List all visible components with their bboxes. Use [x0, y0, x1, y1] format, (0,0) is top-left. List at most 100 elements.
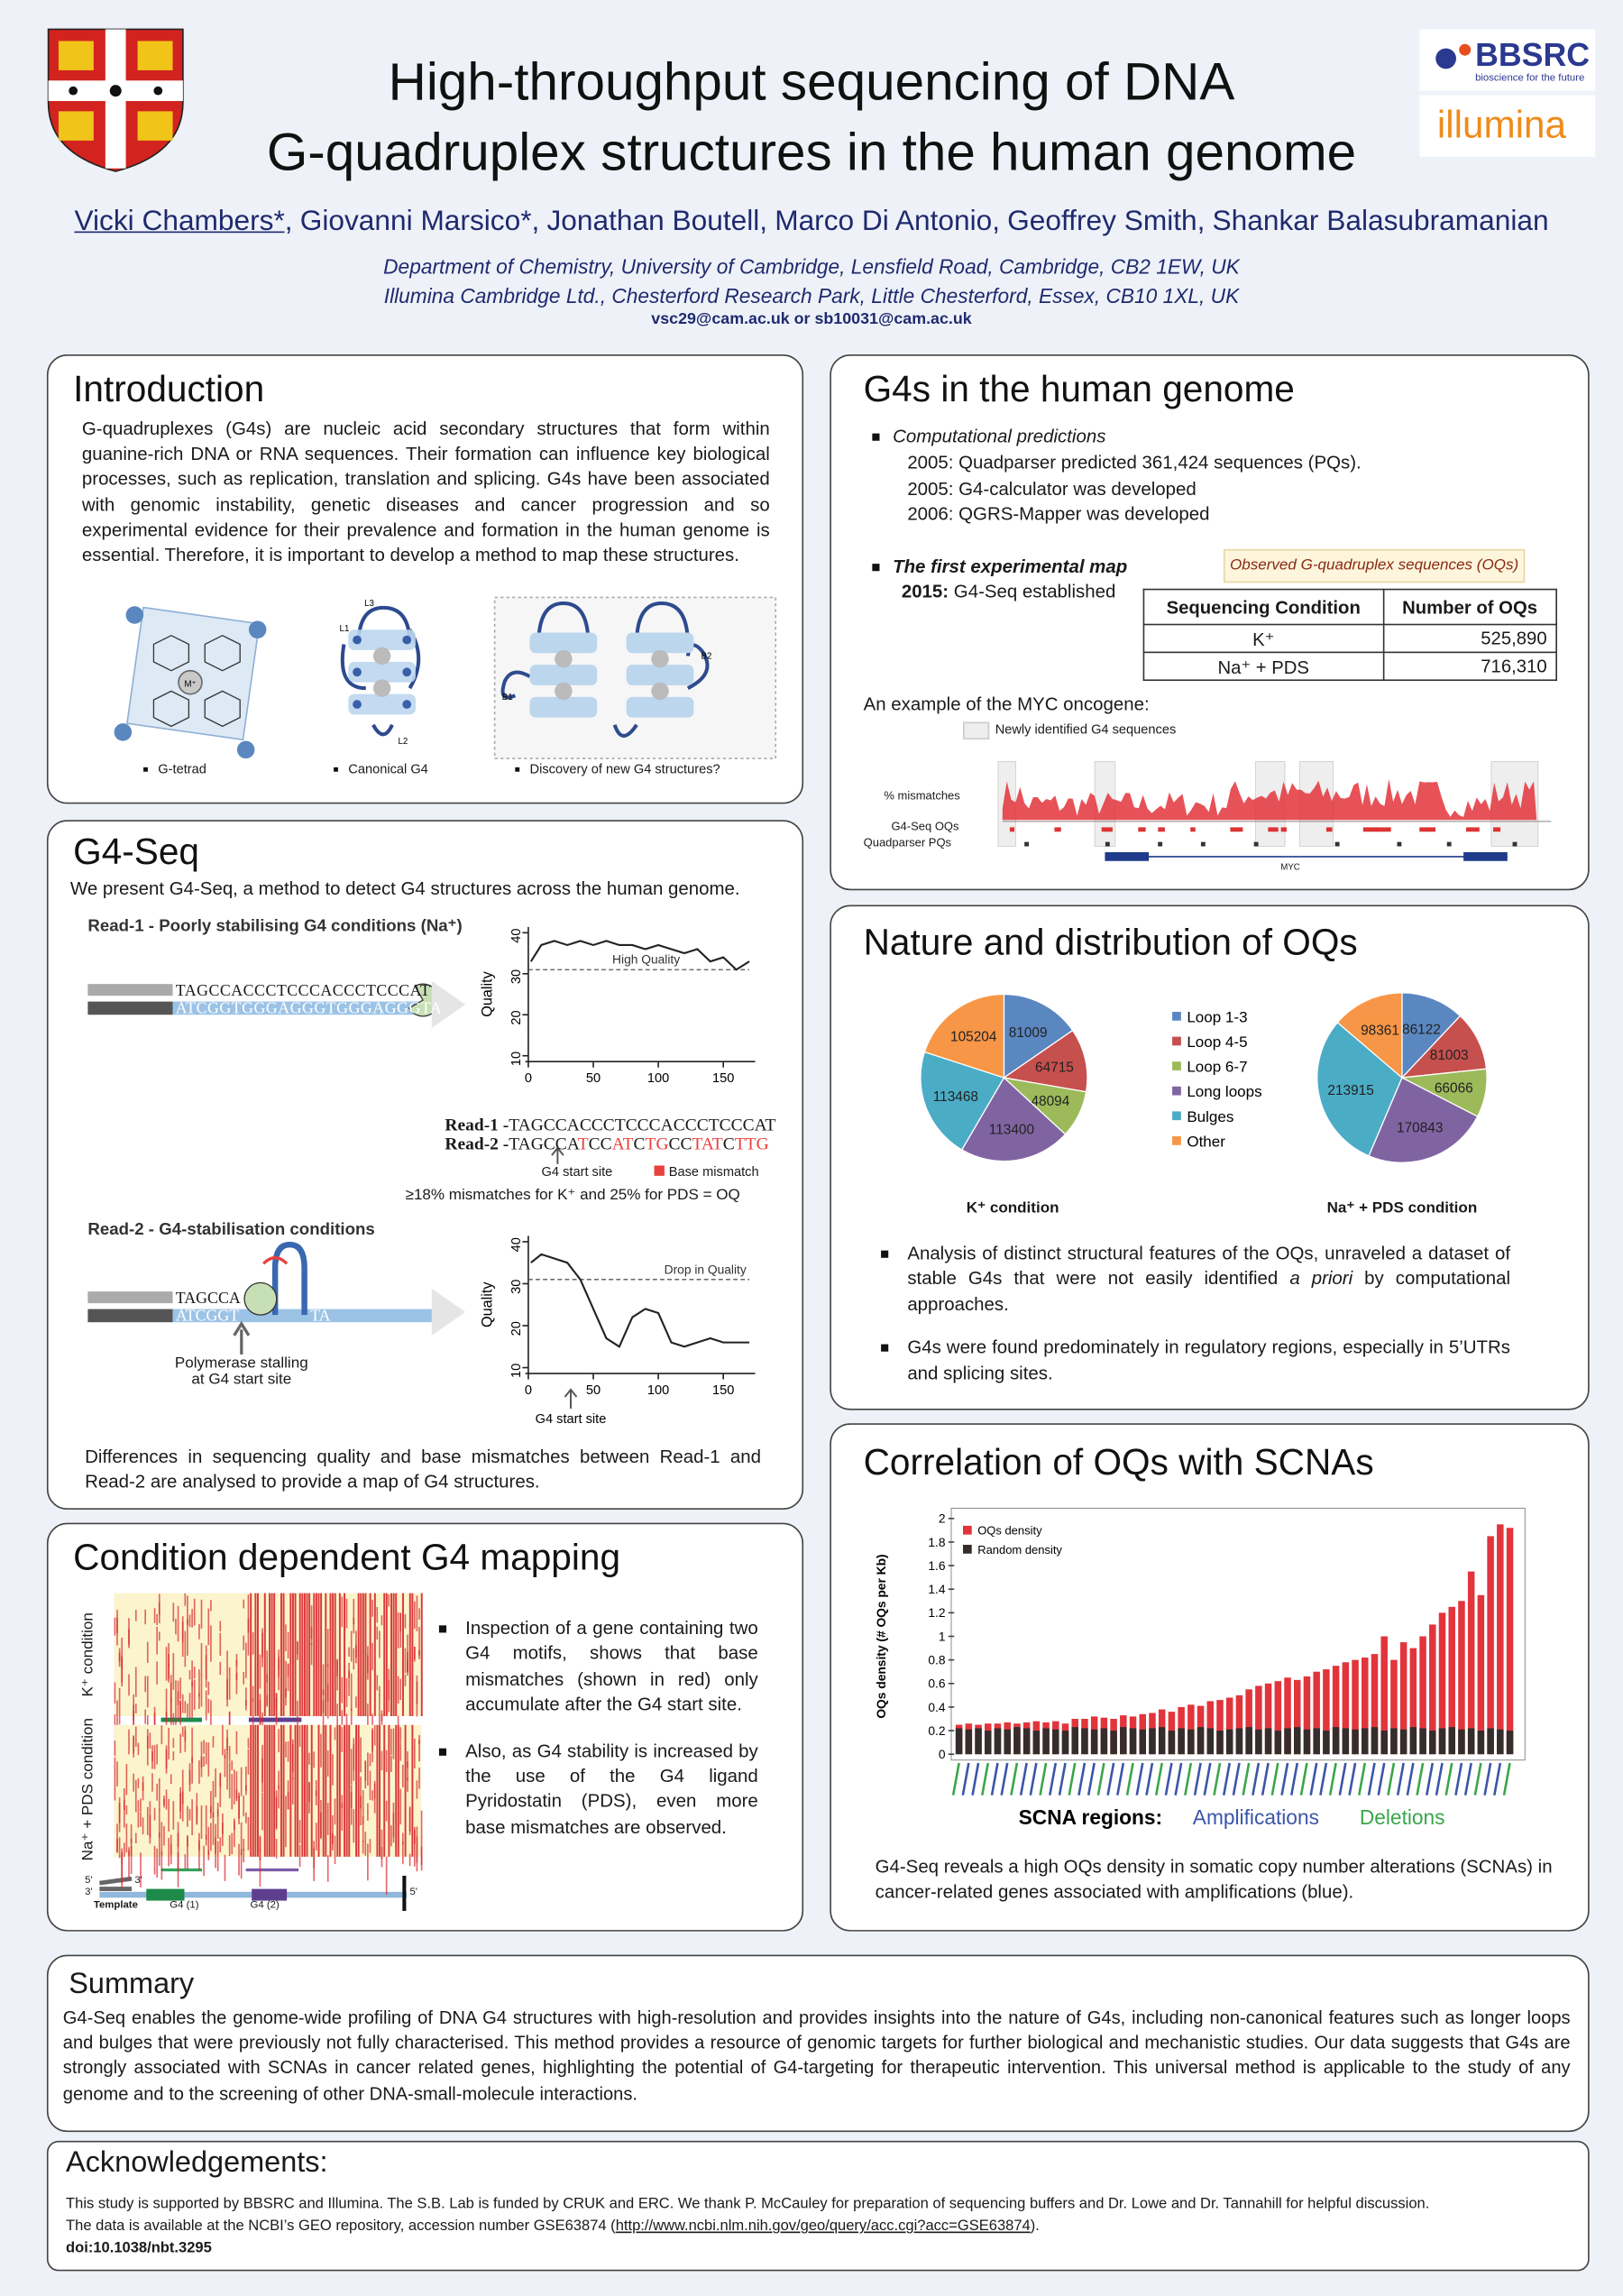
- table-cell: Number of OQs: [1382, 588, 1557, 626]
- region-label-stub: [1252, 1762, 1261, 1795]
- bar: [1342, 1728, 1350, 1755]
- mismatch-dot: [224, 1749, 226, 1759]
- mismatch-dot: [149, 1732, 151, 1750]
- bar: [1438, 1728, 1446, 1755]
- mismatch-dot: [261, 1744, 263, 1783]
- mismatch-dot: [160, 1851, 163, 1880]
- affiliations: Department of Chemistry, University of C…: [0, 252, 1623, 310]
- affiliation: Illumina Cambridge Ltd., Chesterford Res…: [383, 284, 1240, 308]
- x-tick-label: 150: [712, 1071, 734, 1086]
- mismatch-dot: [172, 1801, 175, 1830]
- bar: [1284, 1677, 1291, 1755]
- mismatch-dot: [247, 1749, 250, 1775]
- mismatch-dot: [187, 1619, 188, 1657]
- mismatch-dot: [355, 1696, 357, 1708]
- mismatch-column: [313, 1593, 316, 1716]
- bar: [1497, 1524, 1504, 1755]
- mismatch-dot: [348, 1647, 350, 1658]
- mismatch-column: [282, 1724, 285, 1857]
- mismatch-dot: [310, 1642, 313, 1666]
- mismatch-column: [420, 1593, 423, 1716]
- bullet: The first experimental map: [872, 556, 1127, 577]
- mismatch-dot: [179, 1700, 181, 1718]
- y-tick-label: 10: [509, 1364, 524, 1378]
- pie-slice: [960, 1077, 1067, 1162]
- mismatch-dot: [133, 1735, 134, 1753]
- pq-mark: [1446, 841, 1452, 847]
- bar: [1342, 1662, 1350, 1755]
- section-heading: Summary: [69, 1968, 195, 2001]
- mismatch-dot: [210, 1700, 212, 1738]
- mismatch-dot: [252, 1631, 254, 1655]
- mismatch-column: [329, 1593, 332, 1716]
- bar: [1323, 1731, 1330, 1755]
- mismatch-dot: [151, 1745, 153, 1769]
- mismatch-dot: [188, 1670, 191, 1680]
- mismatch-column: [268, 1724, 270, 1857]
- mismatch-dot: [179, 1792, 181, 1819]
- mismatch-dot: [149, 1801, 151, 1838]
- mismatch-dot: [191, 1799, 193, 1836]
- mismatch-dot: [345, 1598, 348, 1629]
- prediction: 2005: Quadparser predicted 361,424 seque…: [907, 452, 1362, 473]
- bar: [1245, 1689, 1252, 1755]
- mismatch-column: [257, 1593, 259, 1716]
- mismatch-dot: [381, 1829, 383, 1860]
- bar: [1506, 1528, 1514, 1755]
- mismatch-dot: [326, 1803, 329, 1835]
- mismatch-column: [325, 1593, 327, 1716]
- mismatch-dot: [187, 1805, 188, 1827]
- mismatch-dot: [402, 1841, 404, 1865]
- mismatch-dot: [158, 1832, 160, 1866]
- bar: [1477, 1731, 1485, 1755]
- mismatch-dot: [390, 1825, 392, 1847]
- mismatch-dot: [234, 1818, 235, 1848]
- base: T: [711, 1133, 723, 1154]
- mismatch-dot: [402, 1832, 404, 1845]
- mismatch-column: [411, 1593, 414, 1716]
- mismatch-column: [273, 1724, 276, 1857]
- geo-link[interactable]: http://www.ncbi.nlm.nih.gov/geo/query/ac…: [615, 2218, 1031, 2235]
- acknowledgements-panel: [46, 2140, 1590, 2272]
- mismatch-dot: [350, 1630, 353, 1662]
- mismatch-dot: [362, 1841, 364, 1854]
- region-label-stub: [1203, 1762, 1212, 1795]
- mismatch-dot: [373, 1783, 376, 1814]
- pq-mark: [1105, 841, 1110, 847]
- map-year: 2015:: [901, 581, 949, 602]
- title-line: High-throughput sequencing of DNA: [388, 51, 1235, 112]
- mismatch-column: [334, 1593, 336, 1716]
- mismatch-column: [273, 1593, 276, 1716]
- bar: [975, 1728, 982, 1755]
- group-label: Deletions: [1360, 1805, 1445, 1829]
- region-label-stub: [961, 1762, 970, 1795]
- mismatch-column: [263, 1593, 266, 1716]
- region-label-stub: [1367, 1762, 1376, 1795]
- mismatch-dot: [235, 1771, 238, 1802]
- nature-panel: [830, 905, 1590, 1410]
- mismatch-dot: [175, 1680, 177, 1711]
- bar: [1332, 1727, 1340, 1755]
- slice-label: 113468: [933, 1089, 978, 1105]
- mismatch-dot: [151, 1773, 153, 1792]
- mismatch-dot: [388, 1593, 390, 1607]
- mismatch-dot: [407, 1750, 408, 1768]
- mismatch-dot: [134, 1704, 137, 1714]
- legend-label: Loop 4-5: [1187, 1033, 1247, 1051]
- bar: [1448, 1606, 1455, 1755]
- bar: [1225, 1697, 1233, 1755]
- template-label: Template: [93, 1900, 138, 1911]
- end-label: 5': [409, 1887, 417, 1898]
- region-label-stub: [1483, 1762, 1492, 1795]
- bar: [1168, 1731, 1176, 1755]
- mismatch-dot: [416, 1836, 418, 1872]
- mismatch-dot: [388, 1668, 390, 1700]
- mismatch-dot: [165, 1749, 168, 1774]
- prediction: 2006: QGRS-Mapper was developed: [907, 503, 1210, 525]
- y-tick-label: 1.8: [928, 1536, 945, 1549]
- mismatch-column: [289, 1724, 292, 1857]
- mismatch-column: [317, 1593, 320, 1716]
- bar: [1032, 1731, 1041, 1755]
- doi: doi:10.1038/nbt.3295: [66, 2240, 212, 2257]
- plot-frame: [950, 1507, 1526, 1761]
